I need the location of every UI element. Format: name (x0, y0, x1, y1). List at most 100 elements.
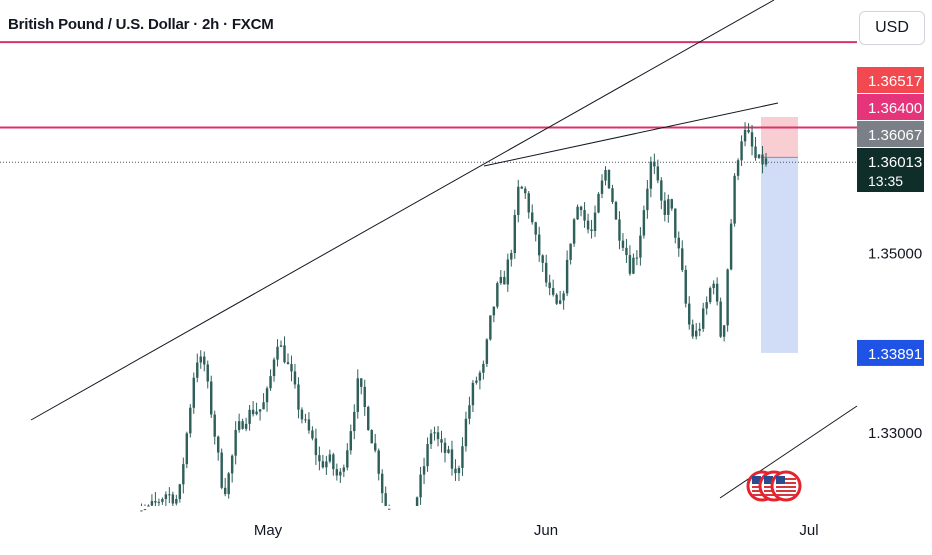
flag-stripe (776, 490, 796, 492)
candle (360, 378, 363, 387)
candle (189, 407, 192, 434)
candle (527, 193, 530, 213)
candle (496, 283, 499, 307)
currency-button[interactable]: USD (859, 11, 925, 45)
candle (325, 461, 328, 468)
candle (265, 388, 269, 403)
candle (750, 132, 754, 147)
candle (311, 430, 314, 439)
flag-stripe (776, 482, 796, 484)
candle (583, 210, 586, 221)
flag-stripe (776, 478, 796, 480)
candle (548, 282, 551, 289)
candle (457, 467, 461, 474)
candle (300, 409, 304, 420)
candle (695, 330, 698, 337)
candle (419, 474, 422, 498)
candle (314, 438, 318, 456)
candle (656, 166, 660, 181)
flag-canton (752, 476, 761, 484)
candle (461, 446, 464, 468)
candle (537, 234, 541, 256)
trendline[interactable] (719, 405, 858, 499)
candle (450, 449, 454, 469)
candle (503, 276, 506, 285)
candle (230, 455, 234, 474)
candle (618, 219, 621, 241)
price-label-countdown: 13:35 (868, 173, 903, 189)
candle (572, 219, 576, 244)
candle (747, 129, 750, 133)
candle (154, 501, 157, 503)
candle (241, 421, 244, 429)
candle (269, 376, 272, 389)
candle (701, 308, 705, 329)
candle (279, 345, 283, 347)
candle (440, 439, 443, 443)
stop-loss-zone[interactable] (761, 116, 798, 158)
y-tick-label: 1.33000 (868, 425, 922, 442)
candle (733, 175, 736, 224)
candle (653, 161, 656, 167)
candle (614, 202, 618, 220)
trendline[interactable] (30, 0, 775, 421)
candle (754, 146, 757, 158)
candle (143, 509, 147, 511)
candle (213, 414, 216, 437)
price-label: 1.36400 (857, 94, 924, 120)
candle (464, 418, 468, 447)
candle (318, 455, 321, 462)
candle (147, 505, 150, 507)
trendline[interactable] (483, 102, 779, 167)
candle (433, 432, 436, 434)
candle (736, 160, 740, 176)
candle (332, 454, 335, 470)
take-profit-zone[interactable] (761, 157, 798, 353)
candle (349, 431, 353, 451)
candle (513, 215, 516, 254)
price-label: 1.33891 (857, 339, 924, 366)
candle (380, 473, 384, 494)
candle (649, 161, 653, 189)
candle (670, 199, 674, 209)
candle (632, 257, 635, 274)
candle (517, 186, 520, 216)
candle (234, 429, 237, 456)
candle (579, 206, 583, 211)
candle (639, 235, 642, 258)
candle (726, 269, 729, 326)
candle (485, 339, 489, 364)
candle (192, 377, 195, 408)
us-flag-icon[interactable] (770, 470, 802, 502)
candle (185, 433, 189, 465)
candle (674, 208, 677, 238)
flag-canton (764, 476, 773, 484)
candle (304, 419, 307, 421)
candle (161, 498, 164, 502)
candle (182, 464, 185, 485)
candle (607, 169, 611, 189)
candle (283, 345, 286, 363)
candle (761, 154, 764, 165)
candle (223, 487, 227, 495)
candle (286, 362, 290, 365)
candle (203, 356, 206, 365)
candle (677, 237, 680, 249)
candle (443, 442, 447, 453)
candle (220, 452, 223, 488)
candle (698, 328, 701, 331)
candle (384, 493, 387, 506)
candle (708, 288, 712, 303)
candle (705, 302, 708, 309)
candle (764, 158, 768, 165)
candle (415, 497, 419, 506)
candle (171, 494, 175, 504)
candle (387, 508, 391, 510)
candle (684, 269, 687, 304)
candle (586, 220, 590, 230)
candle (422, 466, 426, 475)
candle (157, 501, 161, 503)
candle (625, 247, 628, 256)
